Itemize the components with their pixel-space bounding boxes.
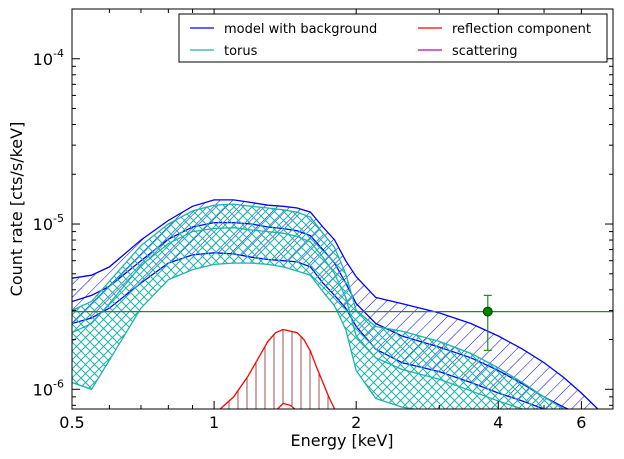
x-tick-labels: 0.5 1 2 4 6 — [59, 413, 586, 432]
legend-entry: scattering — [418, 44, 518, 59]
y-tick-label: 10-5 — [33, 212, 64, 234]
x-tick-label: 6 — [576, 413, 586, 432]
x-tick-label: 4 — [493, 413, 503, 432]
line-model-with-background-upper — [72, 199, 599, 409]
legend-label: torus — [224, 44, 258, 59]
x-tick-label: 1 — [209, 413, 219, 432]
band-reflection-component — [220, 329, 335, 409]
line-reflection-component-lower — [276, 402, 296, 409]
legend-entry: torus — [190, 44, 258, 59]
y-tick-label: 10-6 — [33, 377, 64, 399]
data-point — [482, 294, 493, 351]
y-tick-labels: 10-6 10-5 10-4 — [33, 47, 64, 400]
line-torus-upper — [72, 203, 564, 409]
plot-background — [72, 9, 613, 409]
line-torus-lower — [72, 262, 419, 409]
legend-entry: model with background — [190, 22, 377, 37]
legend-label: reflection component — [452, 22, 591, 37]
x-tick-label: 0.5 — [59, 413, 84, 432]
band-torus — [72, 204, 564, 409]
data-marker — [482, 306, 493, 317]
series-reflection-component — [219, 328, 336, 409]
legend-entry: reflection component — [418, 22, 591, 37]
y-axis-label: Count rate [cts/s/keV] — [7, 122, 26, 297]
line-torus-mid — [72, 227, 525, 409]
legend-label: scattering — [452, 44, 518, 59]
y-tick-label: 10-4 — [33, 47, 64, 69]
line-reflection-component-upper — [219, 328, 336, 409]
legend-box — [178, 13, 608, 63]
x-axis-label: Energy [keV] — [290, 431, 393, 450]
legend-label: model with background — [224, 22, 377, 37]
x-tick-label: 2 — [351, 413, 361, 432]
series-torus — [72, 203, 564, 409]
plot-area — [72, 199, 613, 409]
plot-frame — [71, 8, 614, 410]
legend: model with background reflection componen… — [178, 13, 608, 63]
